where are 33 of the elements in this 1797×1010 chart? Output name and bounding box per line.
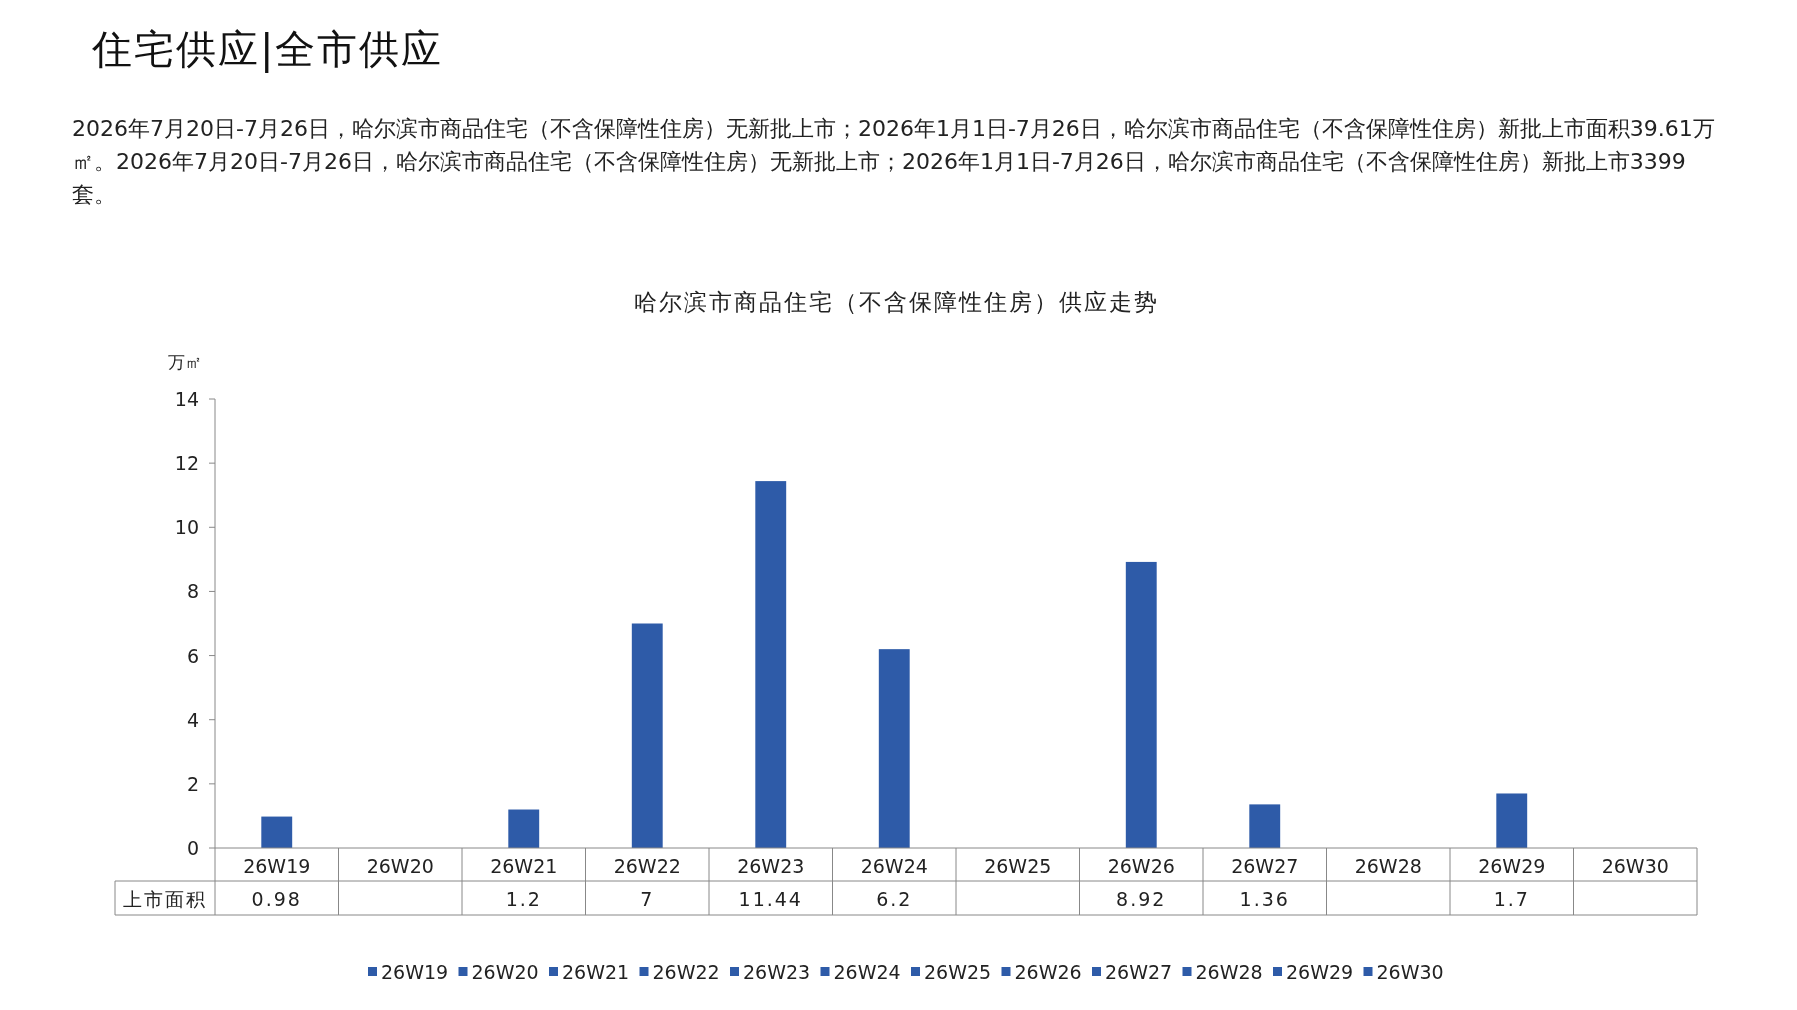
y-tick-label: 6 xyxy=(186,644,199,667)
text: 上市面积 xyxy=(123,888,207,910)
x-tick-label: 26W19 xyxy=(243,855,311,877)
data-label: 0.98 xyxy=(251,888,302,910)
x-tick-label: 26W21 xyxy=(490,855,558,877)
text: 2026年7月20日-7月26日，哈尔滨市商品住宅（不含保障性住房）无新批上市；2026年1月1日-7月26日，哈尔滨市商品住宅（不含保障性住房）新批上市面积39.61万㎡。2026年7月20日-7月26日，哈尔滨市商品住宅（不含保障性住房）无新批上市；2026年1月1日-7月26日，哈尔滨市商品住宅（不含保障性住房）新批上市3399套。 xyxy=(72,115,1716,209)
y-tick-label: 4 xyxy=(186,708,199,731)
data-label: 6.2 xyxy=(876,888,913,910)
data-label: 11.44 xyxy=(738,888,803,910)
y-axis-title: 万㎡ xyxy=(168,352,202,372)
data-label: 7 xyxy=(640,888,655,910)
x-tick-label: 26W25 xyxy=(984,855,1052,877)
data-label: 1.2 xyxy=(505,888,542,910)
data-label: 8.92 xyxy=(1116,888,1167,910)
chart-subtitle: 哈尔滨市商品住宅（不含保障性住房）供应走势 xyxy=(633,289,1159,315)
x-tick-label: 26W22 xyxy=(613,855,681,877)
x-tick-label: 26W24 xyxy=(860,855,928,877)
y-tick-label: 14 xyxy=(174,388,199,410)
x-tick-label: 26W29 xyxy=(1478,855,1546,877)
data-label: 1.36 xyxy=(1239,888,1290,910)
y-tick-label: 12 xyxy=(174,452,199,475)
y-tick-label: 2 xyxy=(186,772,199,795)
x-tick-label: 26W27 xyxy=(1231,855,1299,877)
x-tick-label: 26W30 xyxy=(1601,855,1669,877)
y-tick-label: 8 xyxy=(186,580,199,603)
data-label: 1.7 xyxy=(1493,888,1530,910)
x-tick-label: 26W28 xyxy=(1354,855,1422,877)
y-tick-label: 0 xyxy=(186,837,199,859)
y-tick-label: 10 xyxy=(174,516,199,539)
x-tick-label: 26W23 xyxy=(737,855,805,877)
x-tick-label: 26W26 xyxy=(1107,855,1175,877)
chart-title: 住宅供应|全市供应 xyxy=(92,25,444,75)
x-tick-label: 26W20 xyxy=(366,855,434,877)
